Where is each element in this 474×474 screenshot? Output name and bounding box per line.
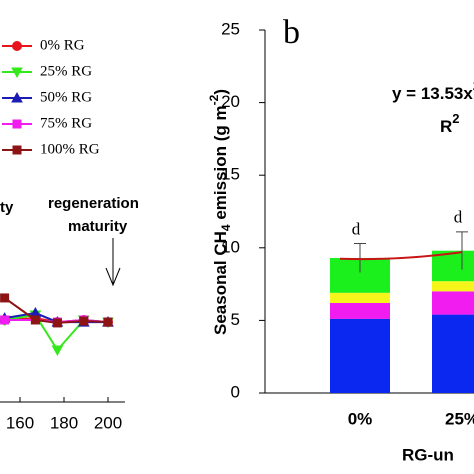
annotation: regeneration xyxy=(48,195,139,212)
marker xyxy=(103,317,113,327)
bar-segment xyxy=(432,281,474,292)
panel-label: b xyxy=(283,14,300,51)
y-label-part: 4 xyxy=(219,224,233,231)
y-tick-label: 10 xyxy=(221,237,240,256)
annotation: ty xyxy=(0,199,14,216)
equation-part: 2 xyxy=(473,78,474,93)
bar-segment xyxy=(330,292,390,303)
marker xyxy=(79,316,89,326)
bar-segment xyxy=(330,318,390,393)
y-tick-label: 0 xyxy=(231,382,240,401)
marker xyxy=(11,91,23,103)
x-tick-label: 25% xyxy=(445,409,474,428)
legend-label: 50% RG xyxy=(40,89,92,105)
equation: y = 13.53x2 xyxy=(392,78,474,103)
legend-label: 100% RG xyxy=(40,141,100,157)
marker xyxy=(0,315,10,325)
legend-label: 75% RG xyxy=(40,115,92,131)
x-tick-label: 200 xyxy=(94,413,122,432)
y-axis-label: Seasonal CH4 emission (g m-2) xyxy=(207,89,233,335)
letter: d xyxy=(352,219,361,238)
y-tick-label: 5 xyxy=(231,310,240,329)
marker xyxy=(12,119,22,129)
bar-segment xyxy=(432,291,474,315)
x-tick-label: 0% xyxy=(348,409,373,428)
bar-segment xyxy=(330,302,390,319)
marker xyxy=(11,67,23,79)
y-label-part: emission (g m xyxy=(211,105,230,224)
y-label-part: -2 xyxy=(207,94,221,105)
letter: d xyxy=(454,208,463,227)
error-bar xyxy=(456,231,468,270)
y-label-part: Seasonal CH xyxy=(211,231,230,335)
marker xyxy=(12,41,22,51)
y-label-part: ) xyxy=(211,89,230,95)
marker xyxy=(12,145,22,155)
marker xyxy=(52,318,62,328)
bar-segment xyxy=(432,314,474,393)
y-tick-label: 20 xyxy=(221,92,240,111)
y-tick-label: 25 xyxy=(221,19,240,38)
y-tick-label: 15 xyxy=(221,165,240,184)
marker xyxy=(51,345,64,357)
annotation: maturity xyxy=(68,218,128,235)
marker xyxy=(30,315,40,325)
legend-label: 0% RG xyxy=(40,37,85,53)
r2-part: R xyxy=(440,117,452,136)
x-tick-label: 180 xyxy=(50,413,78,432)
marker xyxy=(0,293,10,303)
arrow xyxy=(105,238,121,287)
x-axis-label: RG-un xyxy=(402,445,454,464)
r-squared: R2 xyxy=(440,111,460,136)
x-tick-label: 160 xyxy=(6,413,34,432)
fit-line xyxy=(339,251,463,261)
equation-part: y = 13.53x xyxy=(392,84,473,103)
legend-label: 25% RG xyxy=(40,63,92,79)
error-bar xyxy=(354,242,366,273)
r2-part: 2 xyxy=(452,111,459,126)
